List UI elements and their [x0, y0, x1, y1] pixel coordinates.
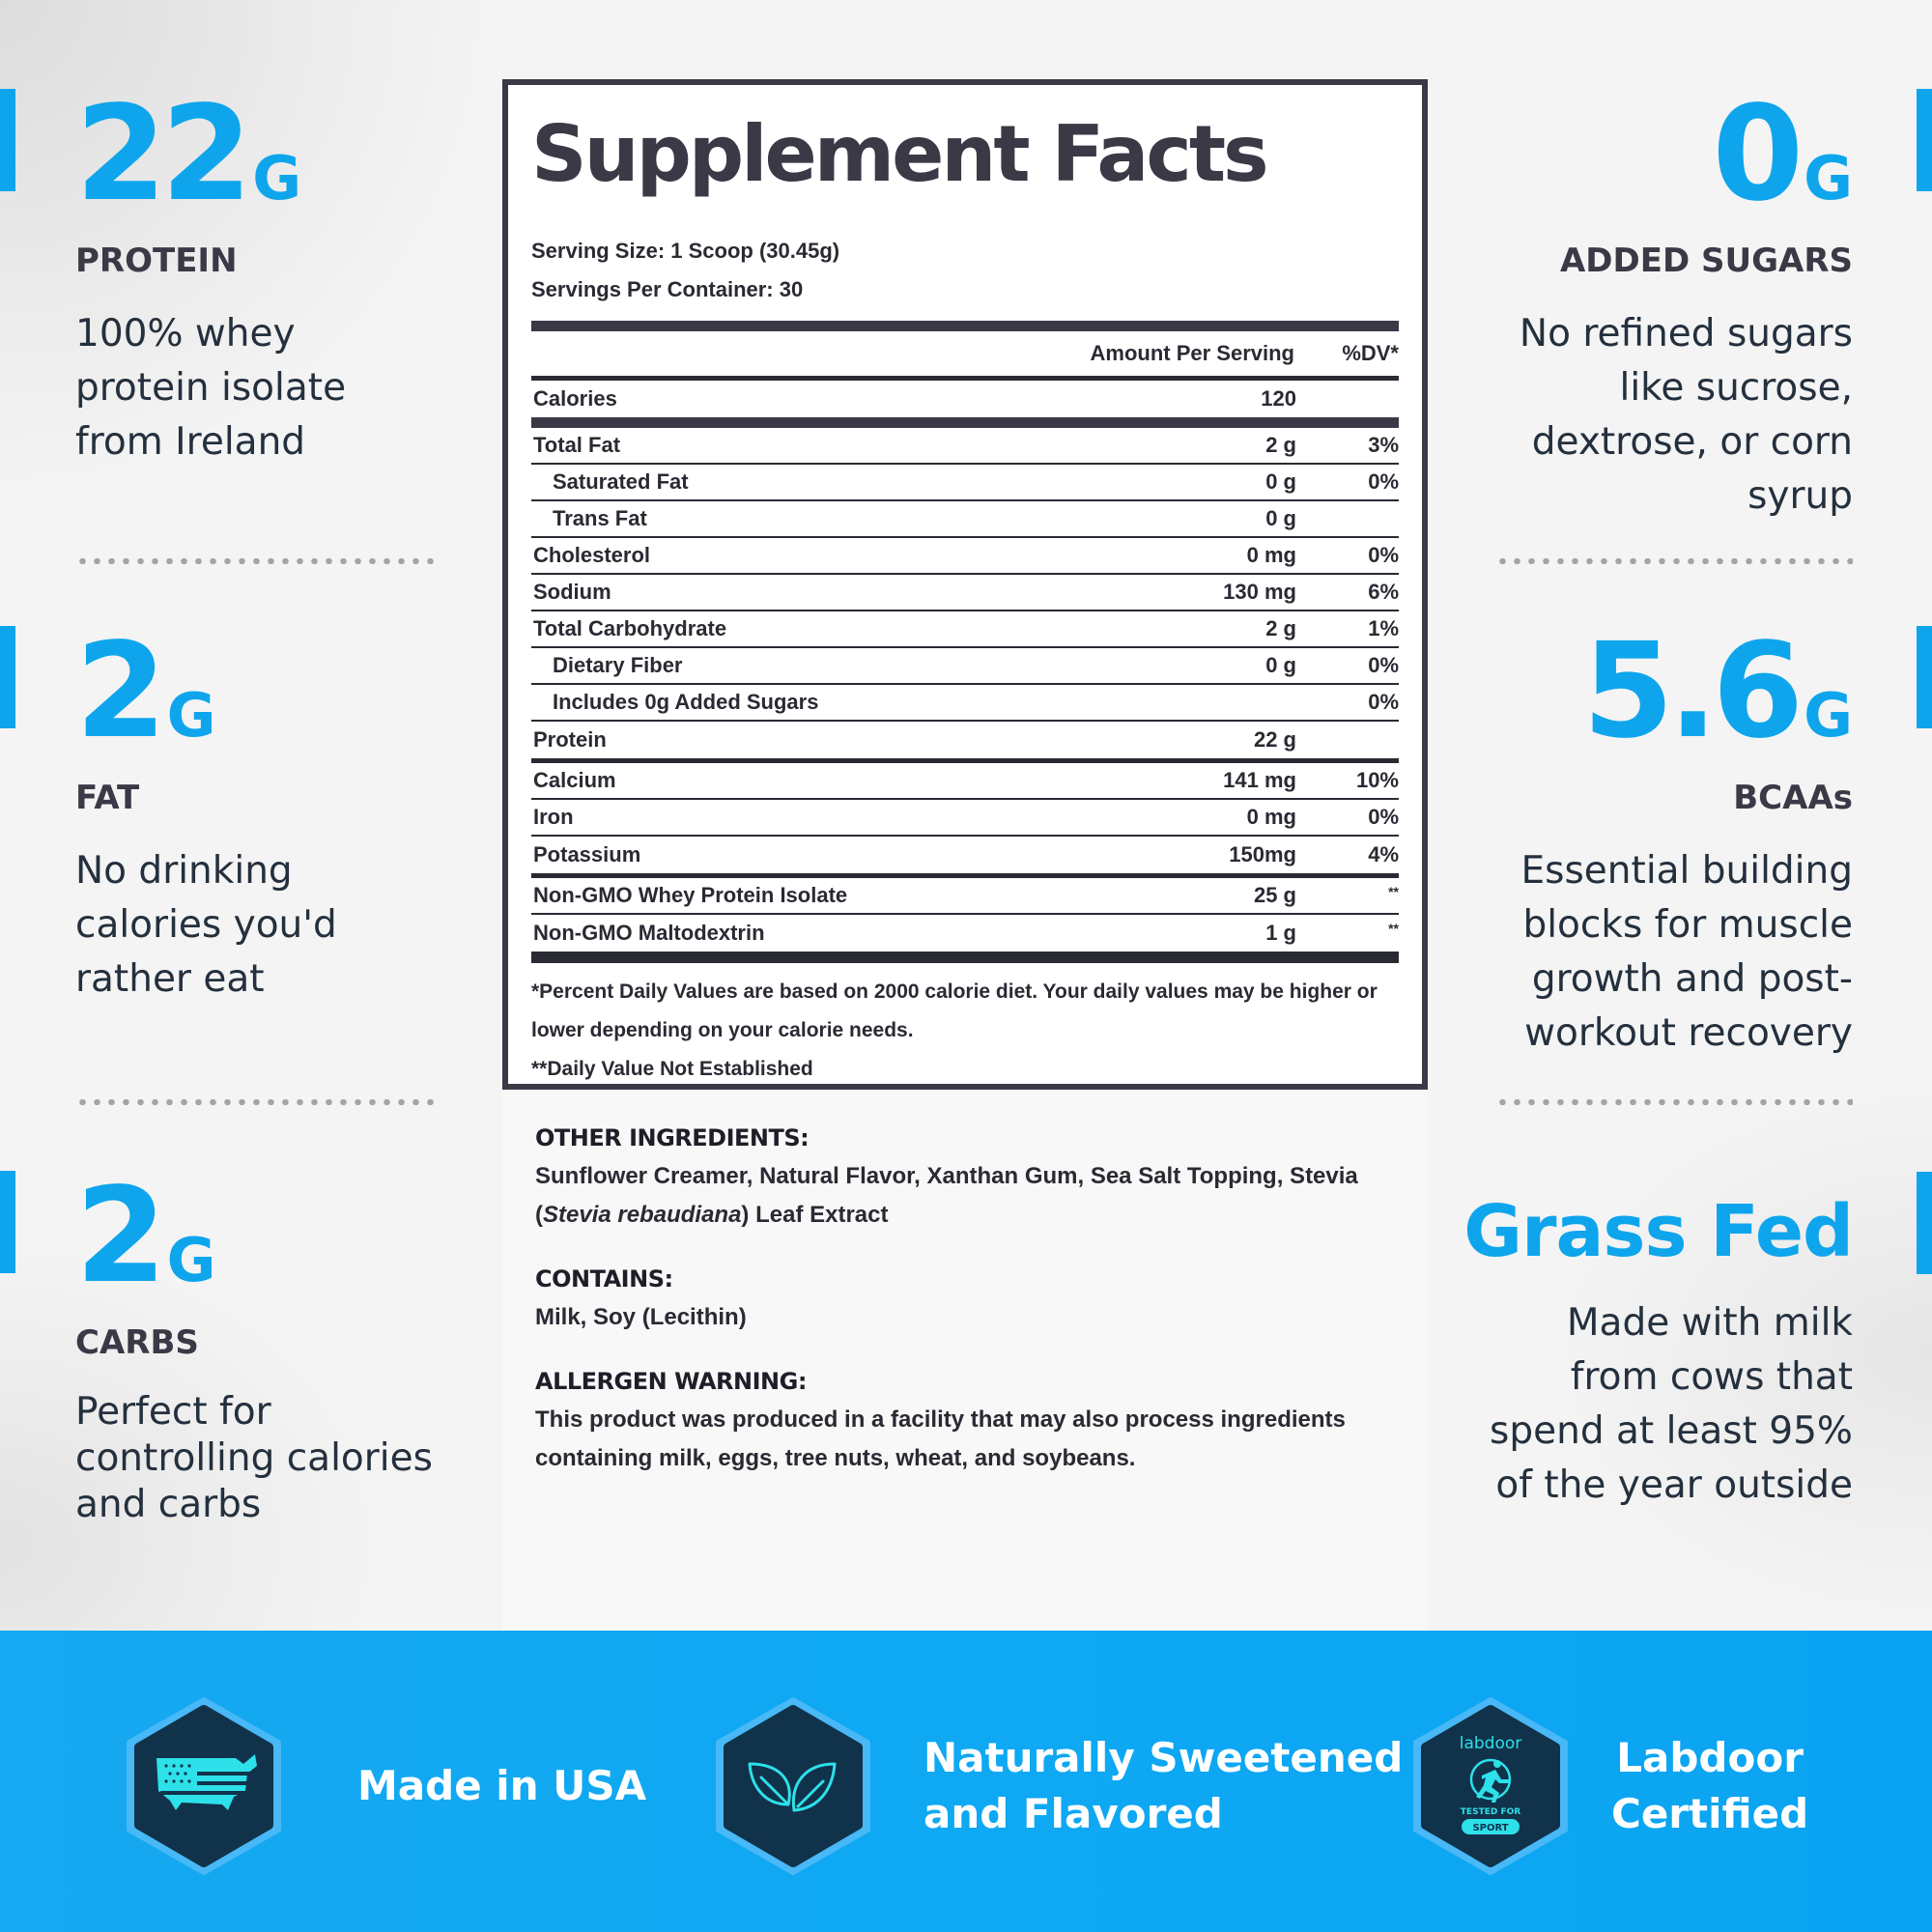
accent-bar — [1917, 1172, 1932, 1274]
stat-label: BCAAs — [1733, 779, 1853, 817]
divider-thick — [531, 321, 1399, 331]
labdoor-tested-for-sport-icon: labdoor TESTED FOR SPORT — [1408, 1696, 1573, 1876]
header-amount: Amount Per Serving — [1090, 341, 1294, 365]
servings-per-container: Servings Per Container: 30 — [531, 277, 804, 301]
stat-grass-fed: Grass Fed Made with milk from cows that … — [1463, 1190, 1854, 1513]
facts-row: Trans Fat 0 g — [531, 501, 1399, 538]
badge-naturally-sweetened: Naturally Sweetened and Flavored — [711, 1696, 1403, 1876]
divider — [531, 873, 1399, 878]
other-ingredients-text: Sunflower Creamer, Natural Flavor, Xanth… — [535, 1163, 1358, 1228]
stat-description: No refined sugars like sucrose, dextrose… — [1519, 312, 1853, 518]
accent-bar — [0, 1171, 15, 1273]
stat-description: 100% whey protein isolate from Ireland — [75, 312, 347, 464]
badge-label: Made in USA — [357, 1762, 647, 1809]
stat-label: FAT — [75, 779, 140, 817]
stat-fat: 2G FAT No drinking calories you'd rather… — [75, 626, 337, 1007]
stat-value: 2G — [75, 1160, 216, 1313]
stat-value: 2G — [75, 615, 216, 768]
stat-protein: 22G PROTEIN 100% whey protein isolate fr… — [75, 89, 346, 469]
dotted-divider — [1495, 1099, 1853, 1105]
stat-added-sugars: 0G ADDED SUGARS No refined sugars like s… — [1520, 89, 1853, 524]
stat-value: 22G — [75, 78, 302, 231]
divider — [531, 376, 1399, 381]
facts-row: Protein 22 g — [533, 727, 1296, 752]
accent-bar — [0, 626, 15, 728]
facts-row: Total Fat 2 g 3% — [531, 428, 1399, 465]
feature-banner: Made in USA Naturally Sweetened and Flav… — [0, 1631, 1932, 1932]
serving-size: Serving Size: 1 Scoop (30.45g) — [531, 239, 840, 263]
allergen-warning: ALLERGEN WARNING: This product was produ… — [535, 1362, 1395, 1478]
ingredients-section: OTHER INGREDIENTS: Sunflower Creamer, Na… — [502, 1090, 1428, 1631]
allergen-heading: ALLERGEN WARNING: — [535, 1368, 807, 1395]
svg-text:SPORT: SPORT — [1472, 1823, 1508, 1833]
facts-row: Non-GMO Maltodextrin 1 g ** — [533, 921, 1399, 945]
svg-text:TESTED FOR: TESTED FOR — [1461, 1807, 1520, 1817]
facts-row: Includes 0g Added Sugars 0% — [531, 685, 1399, 722]
facts-row: Non-GMO Whey Protein Isolate 25 g ** — [531, 878, 1399, 915]
other-ingredients-heading: OTHER INGREDIENTS: — [535, 1124, 810, 1151]
dotted-divider — [75, 1099, 435, 1105]
divider-thick — [531, 417, 1399, 428]
badge-label: Naturally Sweetened and Flavored — [923, 1734, 1404, 1837]
accent-bar — [1917, 89, 1932, 191]
dotted-divider — [1495, 558, 1853, 564]
footnote-dv: *Percent Daily Values are based on 2000 … — [531, 980, 1378, 1041]
facts-row: Potassium 150mg 4% — [533, 842, 1399, 867]
stat-description: Essential building blocks for muscle gro… — [1520, 849, 1853, 1055]
badge-labdoor-certified: labdoor TESTED FOR SPORT Labdoor Certifi… — [1408, 1696, 1808, 1876]
svg-text:labdoor: labdoor — [1460, 1734, 1522, 1753]
stat-value: Grass Fed — [1463, 1190, 1854, 1273]
facts-row: Calcium 141 mg 10% — [531, 763, 1399, 800]
stat-label: PROTEIN — [75, 242, 238, 280]
contains: CONTAINS: Milk, Soy (Lecithin) — [535, 1260, 1395, 1337]
stat-value: 0G — [1712, 78, 1853, 231]
usa-flag-map-icon — [122, 1696, 286, 1876]
contains-heading: CONTAINS: — [535, 1265, 673, 1293]
facts-row: Total Carbohydrate 2 g 1% — [531, 611, 1399, 648]
facts-row: Iron 0 mg 0% — [531, 800, 1399, 837]
stat-description: Made with milk from cows that spend at l… — [1490, 1301, 1853, 1507]
accent-bar — [0, 89, 15, 191]
facts-row: Sodium 130 mg 6% — [531, 575, 1399, 611]
accent-bar — [1917, 626, 1932, 728]
leaves-icon — [711, 1696, 875, 1876]
header-dv: %DV* — [1342, 341, 1399, 365]
contains-text: Milk, Soy (Lecithin) — [535, 1304, 747, 1330]
supplement-facts-panel: Supplement Facts Serving Size: 1 Scoop (… — [502, 79, 1428, 1090]
facts-title: Supplement Facts — [531, 109, 1269, 199]
stat-description: Perfect for controlling calories and car… — [75, 1390, 433, 1526]
facts-row-calories: Calories 120 — [533, 386, 1296, 411]
divider — [531, 758, 1399, 763]
stat-label: ADDED SUGARS — [1559, 242, 1853, 280]
badge-label: Labdoor Certified — [1611, 1734, 1809, 1837]
allergen-text: This product was produced in a facility … — [535, 1406, 1346, 1471]
stat-label: CARBS — [75, 1323, 199, 1362]
badge-made-in-usa: Made in USA — [122, 1696, 646, 1876]
facts-row: Cholesterol 0 mg 0% — [531, 538, 1399, 575]
stat-bcaas: 5.6G BCAAs Essential building blocks for… — [1521, 626, 1853, 1061]
facts-row: Saturated Fat 0 g 0% — [531, 465, 1399, 501]
stat-value: 5.6G — [1582, 615, 1853, 768]
divider-thick — [531, 952, 1399, 963]
facts-row: Dietary Fiber 0 g 0% — [531, 648, 1399, 685]
stat-description: No drinking calories you'd rather eat — [75, 849, 337, 1001]
facts-header: Amount Per Serving %DV* — [531, 331, 1399, 376]
dotted-divider — [75, 558, 435, 564]
other-ingredients: OTHER INGREDIENTS: Sunflower Creamer, Na… — [535, 1119, 1395, 1235]
footnote-not-established: **Daily Value Not Established — [531, 1058, 813, 1080]
stat-carbs: 2G CARBS Perfect for controlling calorie… — [75, 1171, 433, 1528]
